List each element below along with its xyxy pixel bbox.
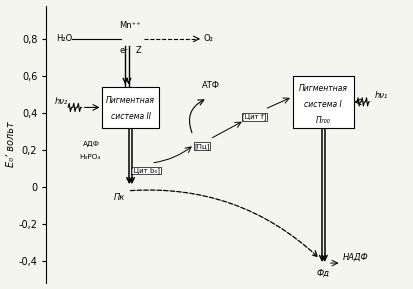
Text: [Цит f]: [Цит f] [242,113,266,120]
Text: Н₃РО₄: Н₃РО₄ [79,153,100,160]
Text: Пк: Пк [114,193,125,202]
Text: Пигментная: Пигментная [106,96,155,105]
Text: НАДФ: НАДФ [342,253,368,262]
Text: [Цит b₆]: [Цит b₆] [131,167,160,174]
Text: П₇₀₀: П₇₀₀ [315,116,330,125]
Text: O₂: O₂ [203,34,213,43]
Text: e⁻: e⁻ [119,46,129,55]
Text: Фд: Фд [316,268,329,278]
Text: Пигментная: Пигментная [298,84,347,93]
Y-axis label: E₀’ вольт: E₀’ вольт [5,122,16,167]
Text: [Пц]: [Пц] [194,143,209,150]
Text: hν₂: hν₂ [55,97,68,105]
Text: Mn⁺⁺: Mn⁺⁺ [119,21,140,30]
Text: АДФ: АДФ [83,140,100,147]
FancyBboxPatch shape [292,76,353,128]
Text: hν₁: hν₁ [374,91,387,100]
FancyBboxPatch shape [102,87,158,128]
Text: Z: Z [135,46,141,55]
Text: H₂O: H₂O [56,34,72,43]
Text: система I: система I [304,100,342,109]
Text: система II: система II [110,112,150,121]
Text: АТФ: АТФ [202,81,220,90]
